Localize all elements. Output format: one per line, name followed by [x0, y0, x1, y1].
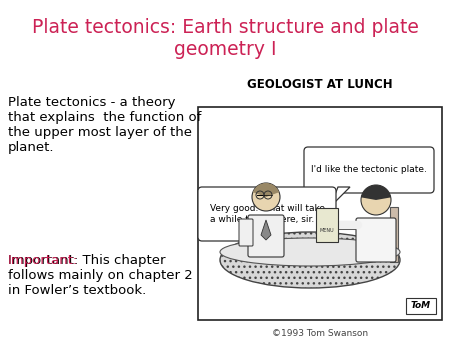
- Ellipse shape: [220, 232, 400, 288]
- Polygon shape: [330, 187, 350, 207]
- Text: ToM: ToM: [411, 301, 431, 311]
- FancyBboxPatch shape: [239, 219, 253, 246]
- Circle shape: [252, 183, 280, 211]
- Bar: [198, 107, 442, 320]
- Ellipse shape: [220, 238, 400, 266]
- Text: Very good.  That will take
a while to get here, sir.: Very good. That will take a while to get…: [210, 204, 324, 224]
- Text: Important:: Important:: [8, 254, 78, 267]
- FancyBboxPatch shape: [356, 218, 396, 262]
- FancyBboxPatch shape: [304, 147, 434, 193]
- Text: I'd like the tectonic plate.: I'd like the tectonic plate.: [311, 166, 427, 174]
- Text: ©1993 Tom Swanson: ©1993 Tom Swanson: [272, 329, 368, 338]
- Bar: [316, 208, 338, 242]
- Circle shape: [361, 185, 391, 215]
- Polygon shape: [261, 220, 271, 240]
- Wedge shape: [253, 183, 279, 197]
- Bar: [390, 207, 398, 262]
- Text: Plate tectonics: Earth structure and plate
geometry I: Plate tectonics: Earth structure and pla…: [32, 18, 419, 59]
- FancyBboxPatch shape: [248, 215, 284, 257]
- Polygon shape: [244, 235, 267, 257]
- FancyBboxPatch shape: [198, 187, 336, 241]
- Text: Plate tectonics - a theory
that explains  the function of
the upper most layer o: Plate tectonics - a theory that explains…: [8, 96, 202, 154]
- Text: Important: This chapter
follows mainly on chapter 2
in Fowler’s textbook.: Important: This chapter follows mainly o…: [8, 254, 193, 297]
- Bar: [406, 298, 436, 314]
- Text: GEOLOGIST AT LUNCH: GEOLOGIST AT LUNCH: [247, 78, 393, 92]
- Text: MENU: MENU: [320, 228, 334, 234]
- Wedge shape: [361, 185, 391, 200]
